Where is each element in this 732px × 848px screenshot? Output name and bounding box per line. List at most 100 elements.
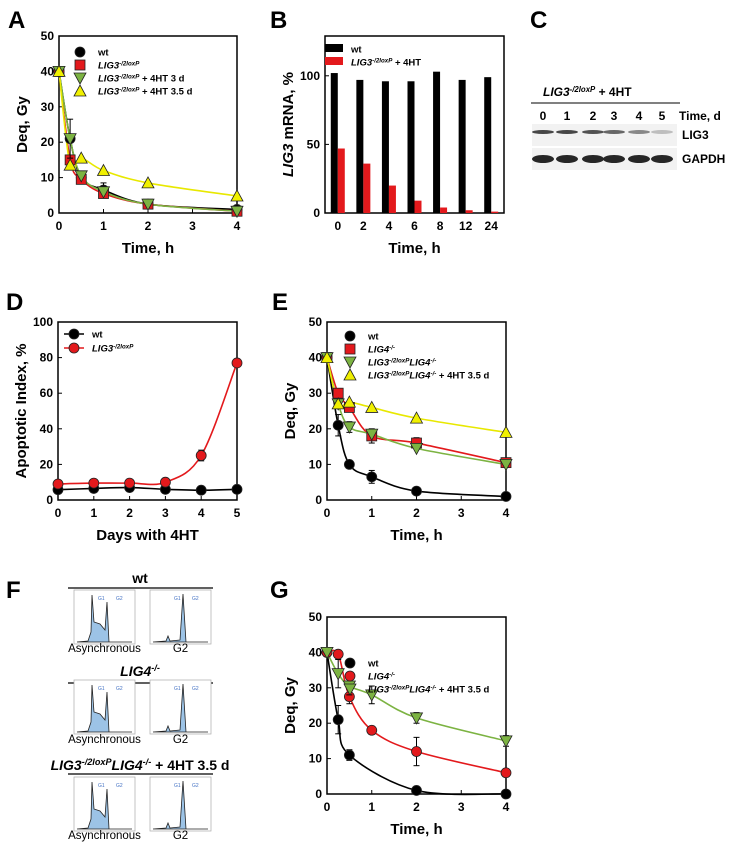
bar <box>356 79 364 213</box>
data-point <box>74 170 88 183</box>
text-segment: + 4HT 3.5 d <box>151 757 229 773</box>
text-segment: LIG4 <box>409 358 431 369</box>
data-point <box>499 458 513 472</box>
y-axis-label: Apoptotic Index, % <box>13 344 30 479</box>
gate-label: G2 <box>192 686 199 692</box>
y-tick-label: 20 <box>309 716 323 730</box>
x-axis-label: Time, h <box>390 527 442 544</box>
gate-label: G2 <box>192 783 199 789</box>
data-point <box>499 425 513 438</box>
y-tick-label: 0 <box>315 493 322 507</box>
legend-label: LIG4-/- <box>368 344 395 356</box>
blot-band <box>603 155 625 163</box>
bar <box>330 73 338 213</box>
facs-group-title: LIG3-/2loxPLIG4-/- + 4HT 3.5 d <box>51 757 230 773</box>
y-tick-label: 40 <box>309 645 323 659</box>
text-segment: wt <box>97 48 109 59</box>
x-tick-label: 3 <box>458 506 465 520</box>
bar <box>337 148 345 213</box>
data-point <box>96 186 111 199</box>
text-segment: LIG3 <box>368 685 390 696</box>
text-segment: + 4HT <box>392 58 421 69</box>
facs-group-title: wt <box>131 570 148 586</box>
panel-letter-a: A <box>8 7 25 34</box>
bar <box>407 81 415 213</box>
text-segment: LIG3 <box>92 344 114 355</box>
data-point <box>343 458 355 470</box>
x-tick-label: 4 <box>386 219 393 233</box>
data-point <box>365 689 379 702</box>
x-axis-label: Time, h <box>122 240 174 257</box>
x-tick-label: 4 <box>503 506 510 520</box>
text-segment: LIG3 <box>351 58 373 69</box>
superscript: -/- <box>430 357 436 364</box>
data-point <box>63 133 77 146</box>
x-tick-label: 0 <box>334 219 341 233</box>
y-tick-label: 40 <box>41 64 55 78</box>
blot-band <box>532 155 554 163</box>
histogram-trace <box>76 781 132 830</box>
bar <box>414 200 422 213</box>
superscript: -/2loxP <box>119 60 140 67</box>
legend-swatch <box>325 57 343 65</box>
text-segment: wt <box>91 330 103 341</box>
blot-row-label: LIG3 <box>682 128 709 142</box>
x-tick-label: 12 <box>459 219 473 233</box>
legend-label: LIG3-/2loxPLIG4-/- + 4HT 3.5 d <box>368 684 490 696</box>
lane-label: 5 <box>659 109 666 123</box>
y-tick-label: 20 <box>309 422 323 436</box>
legend-label: LIG3-/2loxP <box>98 60 140 72</box>
legend-marker-circle <box>68 328 80 340</box>
panel-letter-g: G <box>270 577 289 604</box>
legend-label: wt <box>367 659 379 670</box>
text-segment: + 4HT 3.5 d <box>139 87 192 98</box>
data-point <box>96 163 111 176</box>
text-segment: wt <box>131 570 148 586</box>
x-tick-label: 3 <box>458 800 465 814</box>
gate-label: G2 <box>116 596 123 602</box>
x-tick-label: 6 <box>411 219 418 233</box>
bar <box>433 71 441 214</box>
data-point <box>500 788 512 800</box>
blot-band <box>556 130 578 134</box>
gate-label: G2 <box>192 596 199 602</box>
data-point <box>343 749 355 761</box>
data-point <box>342 421 357 434</box>
lane-label: 0 <box>540 109 547 123</box>
lane-label: 3 <box>611 109 618 123</box>
y-tick-label: 0 <box>47 206 54 220</box>
text-segment: wt <box>367 659 379 670</box>
bar <box>381 81 389 213</box>
data-point <box>88 477 100 489</box>
blot-band <box>582 155 604 163</box>
blot-band <box>651 130 673 134</box>
x-axis-label: Time, h <box>388 240 440 257</box>
x-tick-label: 1 <box>368 800 375 814</box>
superscript: -/2loxP <box>113 343 134 350</box>
superscript: -/2loxP <box>119 73 140 80</box>
data-point <box>411 485 422 497</box>
histogram-trace <box>152 780 208 830</box>
data-point <box>331 668 345 681</box>
x-tick-label: 0 <box>56 219 63 233</box>
data-point <box>195 450 207 461</box>
legend-label: wt <box>350 45 362 56</box>
superscript: -/- <box>389 671 395 678</box>
gate-label: G1 <box>174 596 181 602</box>
text-segment: LIG3 <box>98 74 120 85</box>
gate-label: G2 <box>116 783 123 789</box>
histogram-trace <box>152 593 208 643</box>
data-point <box>409 442 424 456</box>
data-point <box>366 724 378 736</box>
legend-marker-square <box>344 343 356 355</box>
data-point <box>320 647 334 660</box>
lane-label: 1 <box>564 109 571 123</box>
text-segment: + 4HT 3 d <box>139 74 184 85</box>
y-axis-label: Deq, Gy <box>14 96 31 153</box>
data-point <box>331 397 345 410</box>
